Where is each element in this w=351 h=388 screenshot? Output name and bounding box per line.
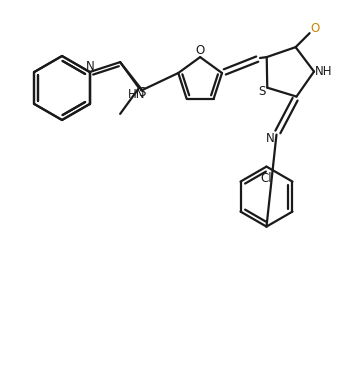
- Text: Cl: Cl: [261, 172, 272, 185]
- Text: S: S: [138, 86, 146, 99]
- Text: NH: NH: [315, 65, 333, 78]
- Text: O: O: [196, 43, 205, 57]
- Text: S: S: [259, 85, 266, 98]
- Text: N: N: [266, 132, 275, 145]
- Text: O: O: [310, 22, 319, 35]
- Text: HN: HN: [128, 88, 146, 102]
- Text: N: N: [86, 61, 95, 73]
